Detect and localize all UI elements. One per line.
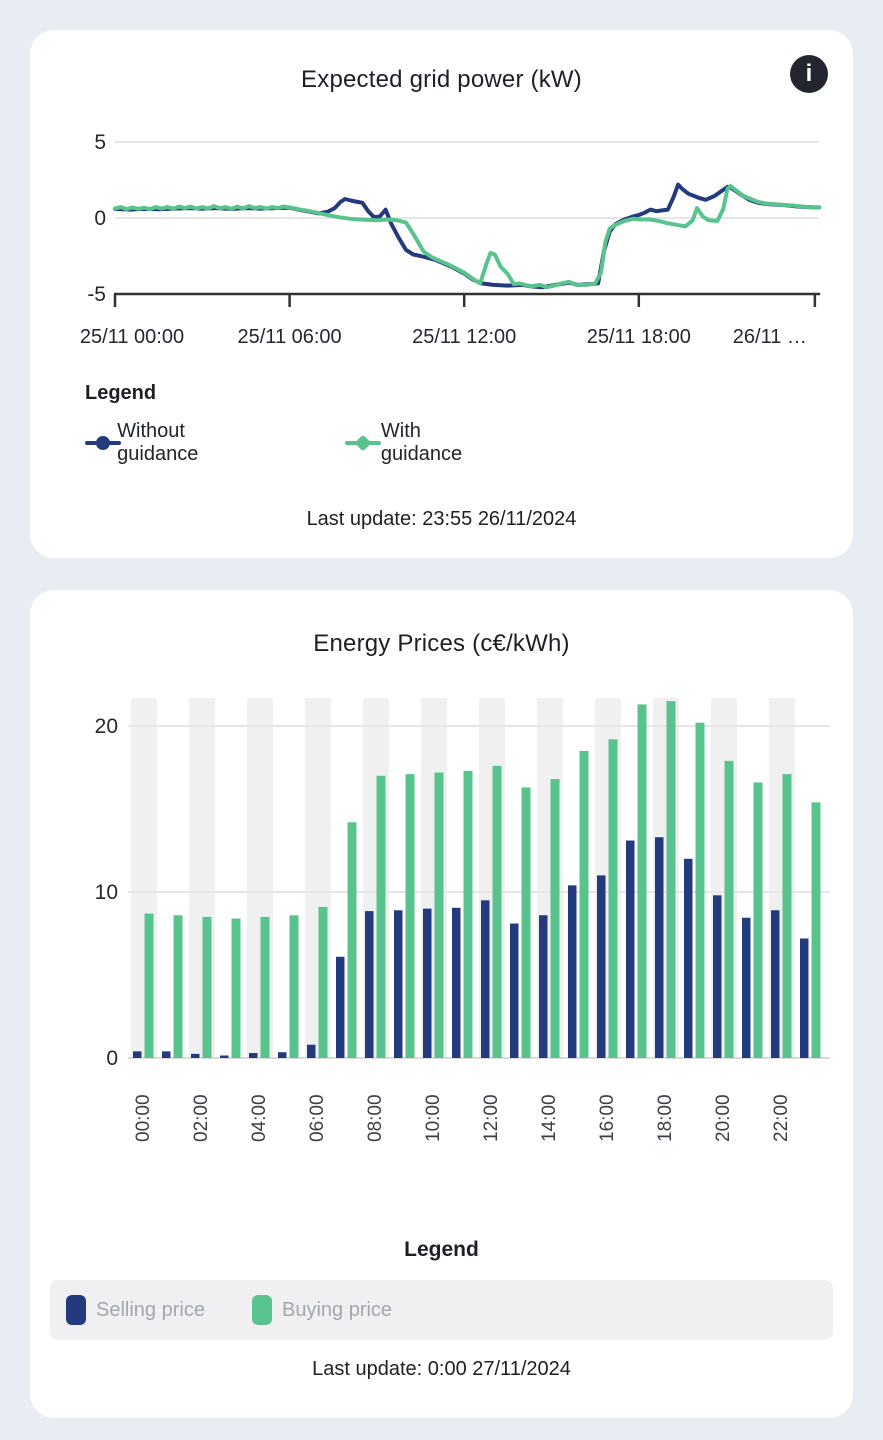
x-tick-label: 14:00	[539, 1094, 560, 1142]
bar-selling-price[interactable]	[452, 907, 461, 1058]
bar-buying-price[interactable]	[666, 701, 676, 1058]
bar-buying-price[interactable]	[695, 722, 705, 1058]
bar-buying-price[interactable]	[782, 774, 792, 1058]
legend-label-with-guidance: With guidance	[380, 420, 463, 465]
bar-buying-price[interactable]	[811, 802, 821, 1058]
bar-selling-price[interactable]	[394, 910, 403, 1058]
bar-selling-price[interactable]	[800, 938, 809, 1058]
bar-selling-price[interactable]	[510, 923, 519, 1058]
bar-buying-price[interactable]	[724, 760, 734, 1058]
grid-power-legend-heading: Legend	[85, 382, 157, 404]
bar-buying-price[interactable]	[753, 782, 763, 1058]
bar-buying-price[interactable]	[521, 787, 531, 1058]
bar-buying-price[interactable]	[550, 779, 560, 1058]
grid-power-card: Expected grid power (kW) i 5 0 -5 25/11 00:…	[30, 30, 853, 558]
bar-selling-price[interactable]	[771, 910, 780, 1058]
legend-item-without-guidance[interactable]: Without guidance	[85, 420, 212, 466]
bar-selling-price[interactable]	[220, 1055, 229, 1058]
legend-label-selling-price: Selling price	[96, 1298, 205, 1321]
x-tick-label: 22:00	[771, 1094, 792, 1142]
bar-selling-price[interactable]	[133, 1051, 142, 1058]
x-tick-label: 10:00	[423, 1094, 444, 1142]
bar-buying-price[interactable]	[492, 765, 502, 1058]
legend-label-without-guidance: Without guidance	[117, 420, 199, 465]
y-tick-label: 0	[94, 207, 106, 230]
x-tick-label: 18:00	[655, 1094, 676, 1142]
energy-prices-legend-heading: Legend	[404, 1238, 479, 1261]
bar-selling-price[interactable]	[539, 915, 548, 1058]
bar-selling-price[interactable]	[336, 956, 345, 1058]
bar-buying-price[interactable]	[318, 906, 328, 1058]
grid-power-last-update: Last update: 23:55 26/11/2024	[306, 508, 577, 530]
grid-power-chart[interactable]: 5 0 -5 25/11 00:00 25/11 06:00 25/11 12:00 25/…	[70, 120, 850, 380]
bar-selling-price[interactable]	[713, 895, 722, 1058]
bar-selling-price[interactable]	[742, 917, 751, 1058]
bar-selling-price[interactable]	[162, 1051, 171, 1058]
x-tick-label: 06:00	[307, 1094, 328, 1142]
x-tick-label: 08:00	[365, 1094, 386, 1142]
bar-selling-price[interactable]	[568, 885, 577, 1058]
x-tick-label: 25/11 12:00	[412, 326, 516, 348]
bar-selling-price[interactable]	[684, 858, 693, 1058]
info-icon: i	[805, 60, 813, 87]
legend-item-with-guidance[interactable]: With guidance	[345, 420, 472, 466]
y-tick-label: 0	[106, 1047, 118, 1070]
energy-prices-last-update: Last update: 0:00 27/11/2024	[312, 1358, 571, 1380]
bar-buying-price[interactable]	[608, 739, 618, 1058]
x-tick-label: 16:00	[597, 1094, 618, 1142]
x-tick-label: 25/11 18:00	[587, 326, 691, 348]
bar-buying-price[interactable]	[260, 916, 270, 1058]
buying-price-swatch-icon	[252, 1295, 272, 1325]
bar-buying-price[interactable]	[144, 913, 154, 1058]
bar-buying-price[interactable]	[173, 915, 183, 1058]
x-tick-label: 25/11 06:00	[238, 326, 342, 348]
energy-prices-chart[interactable]: 0 10 20 00:00 02:00 04:00 06:00 08:00 10:00 12:00…	[60, 690, 850, 1160]
energy-prices-legend: Selling price Buying price	[50, 1280, 833, 1340]
line-circle-marker-icon	[85, 433, 121, 453]
bar-buying-price[interactable]	[202, 916, 212, 1058]
x-tick-label: 04:00	[249, 1094, 270, 1142]
x-tick-label: 26/11 …	[733, 326, 807, 348]
bar-buying-price[interactable]	[347, 822, 357, 1058]
bar-selling-price[interactable]	[481, 900, 490, 1058]
bar-selling-price[interactable]	[191, 1053, 200, 1058]
info-button[interactable]: i	[790, 55, 828, 93]
series-line-without-guidance	[113, 182, 822, 290]
bar-selling-price[interactable]	[365, 911, 374, 1058]
bar-selling-price[interactable]	[597, 875, 606, 1058]
bar-buying-price[interactable]	[463, 770, 473, 1058]
line-diamond-marker-icon	[345, 433, 381, 453]
y-tick-label: 5	[94, 131, 106, 154]
y-tick-label: -5	[87, 283, 106, 306]
bar-buying-price[interactable]	[289, 915, 299, 1058]
selling-price-swatch-icon	[66, 1295, 86, 1325]
x-tick-label: 12:00	[481, 1094, 502, 1142]
energy-prices-card: Energy Prices (c€/kWh) 0 10 20 00:00 02:00 04…	[30, 590, 853, 1418]
legend-item-selling-price[interactable]: Selling price	[66, 1295, 205, 1325]
bar-buying-price[interactable]	[637, 704, 647, 1058]
bar-selling-price[interactable]	[655, 837, 664, 1058]
legend-label-buying-price: Buying price	[282, 1298, 393, 1321]
bar-buying-price[interactable]	[434, 772, 444, 1058]
x-tick-label: 20:00	[713, 1094, 734, 1142]
x-tick-label: 02:00	[191, 1094, 212, 1142]
x-tick-label: 00:00	[133, 1094, 154, 1142]
series-line-with-guidance	[113, 184, 822, 290]
bar-buying-price[interactable]	[231, 918, 241, 1058]
bar-buying-price[interactable]	[579, 750, 589, 1058]
y-tick-label: 20	[95, 715, 118, 738]
x-tick-label: 25/11 00:00	[80, 326, 184, 348]
bar-buying-price[interactable]	[376, 775, 386, 1058]
bar-selling-price[interactable]	[626, 840, 635, 1058]
legend-item-buying-price[interactable]: Buying price	[252, 1295, 392, 1325]
bar-selling-price[interactable]	[423, 908, 432, 1058]
bar-buying-price[interactable]	[405, 774, 415, 1058]
grid-power-title: Expected grid power (kW)	[301, 66, 582, 93]
bar-selling-price[interactable]	[249, 1053, 258, 1058]
energy-prices-title: Energy Prices (c€/kWh)	[313, 630, 570, 657]
bar-selling-price[interactable]	[278, 1052, 287, 1058]
bar-selling-price[interactable]	[307, 1044, 316, 1058]
y-tick-label: 10	[95, 881, 118, 904]
